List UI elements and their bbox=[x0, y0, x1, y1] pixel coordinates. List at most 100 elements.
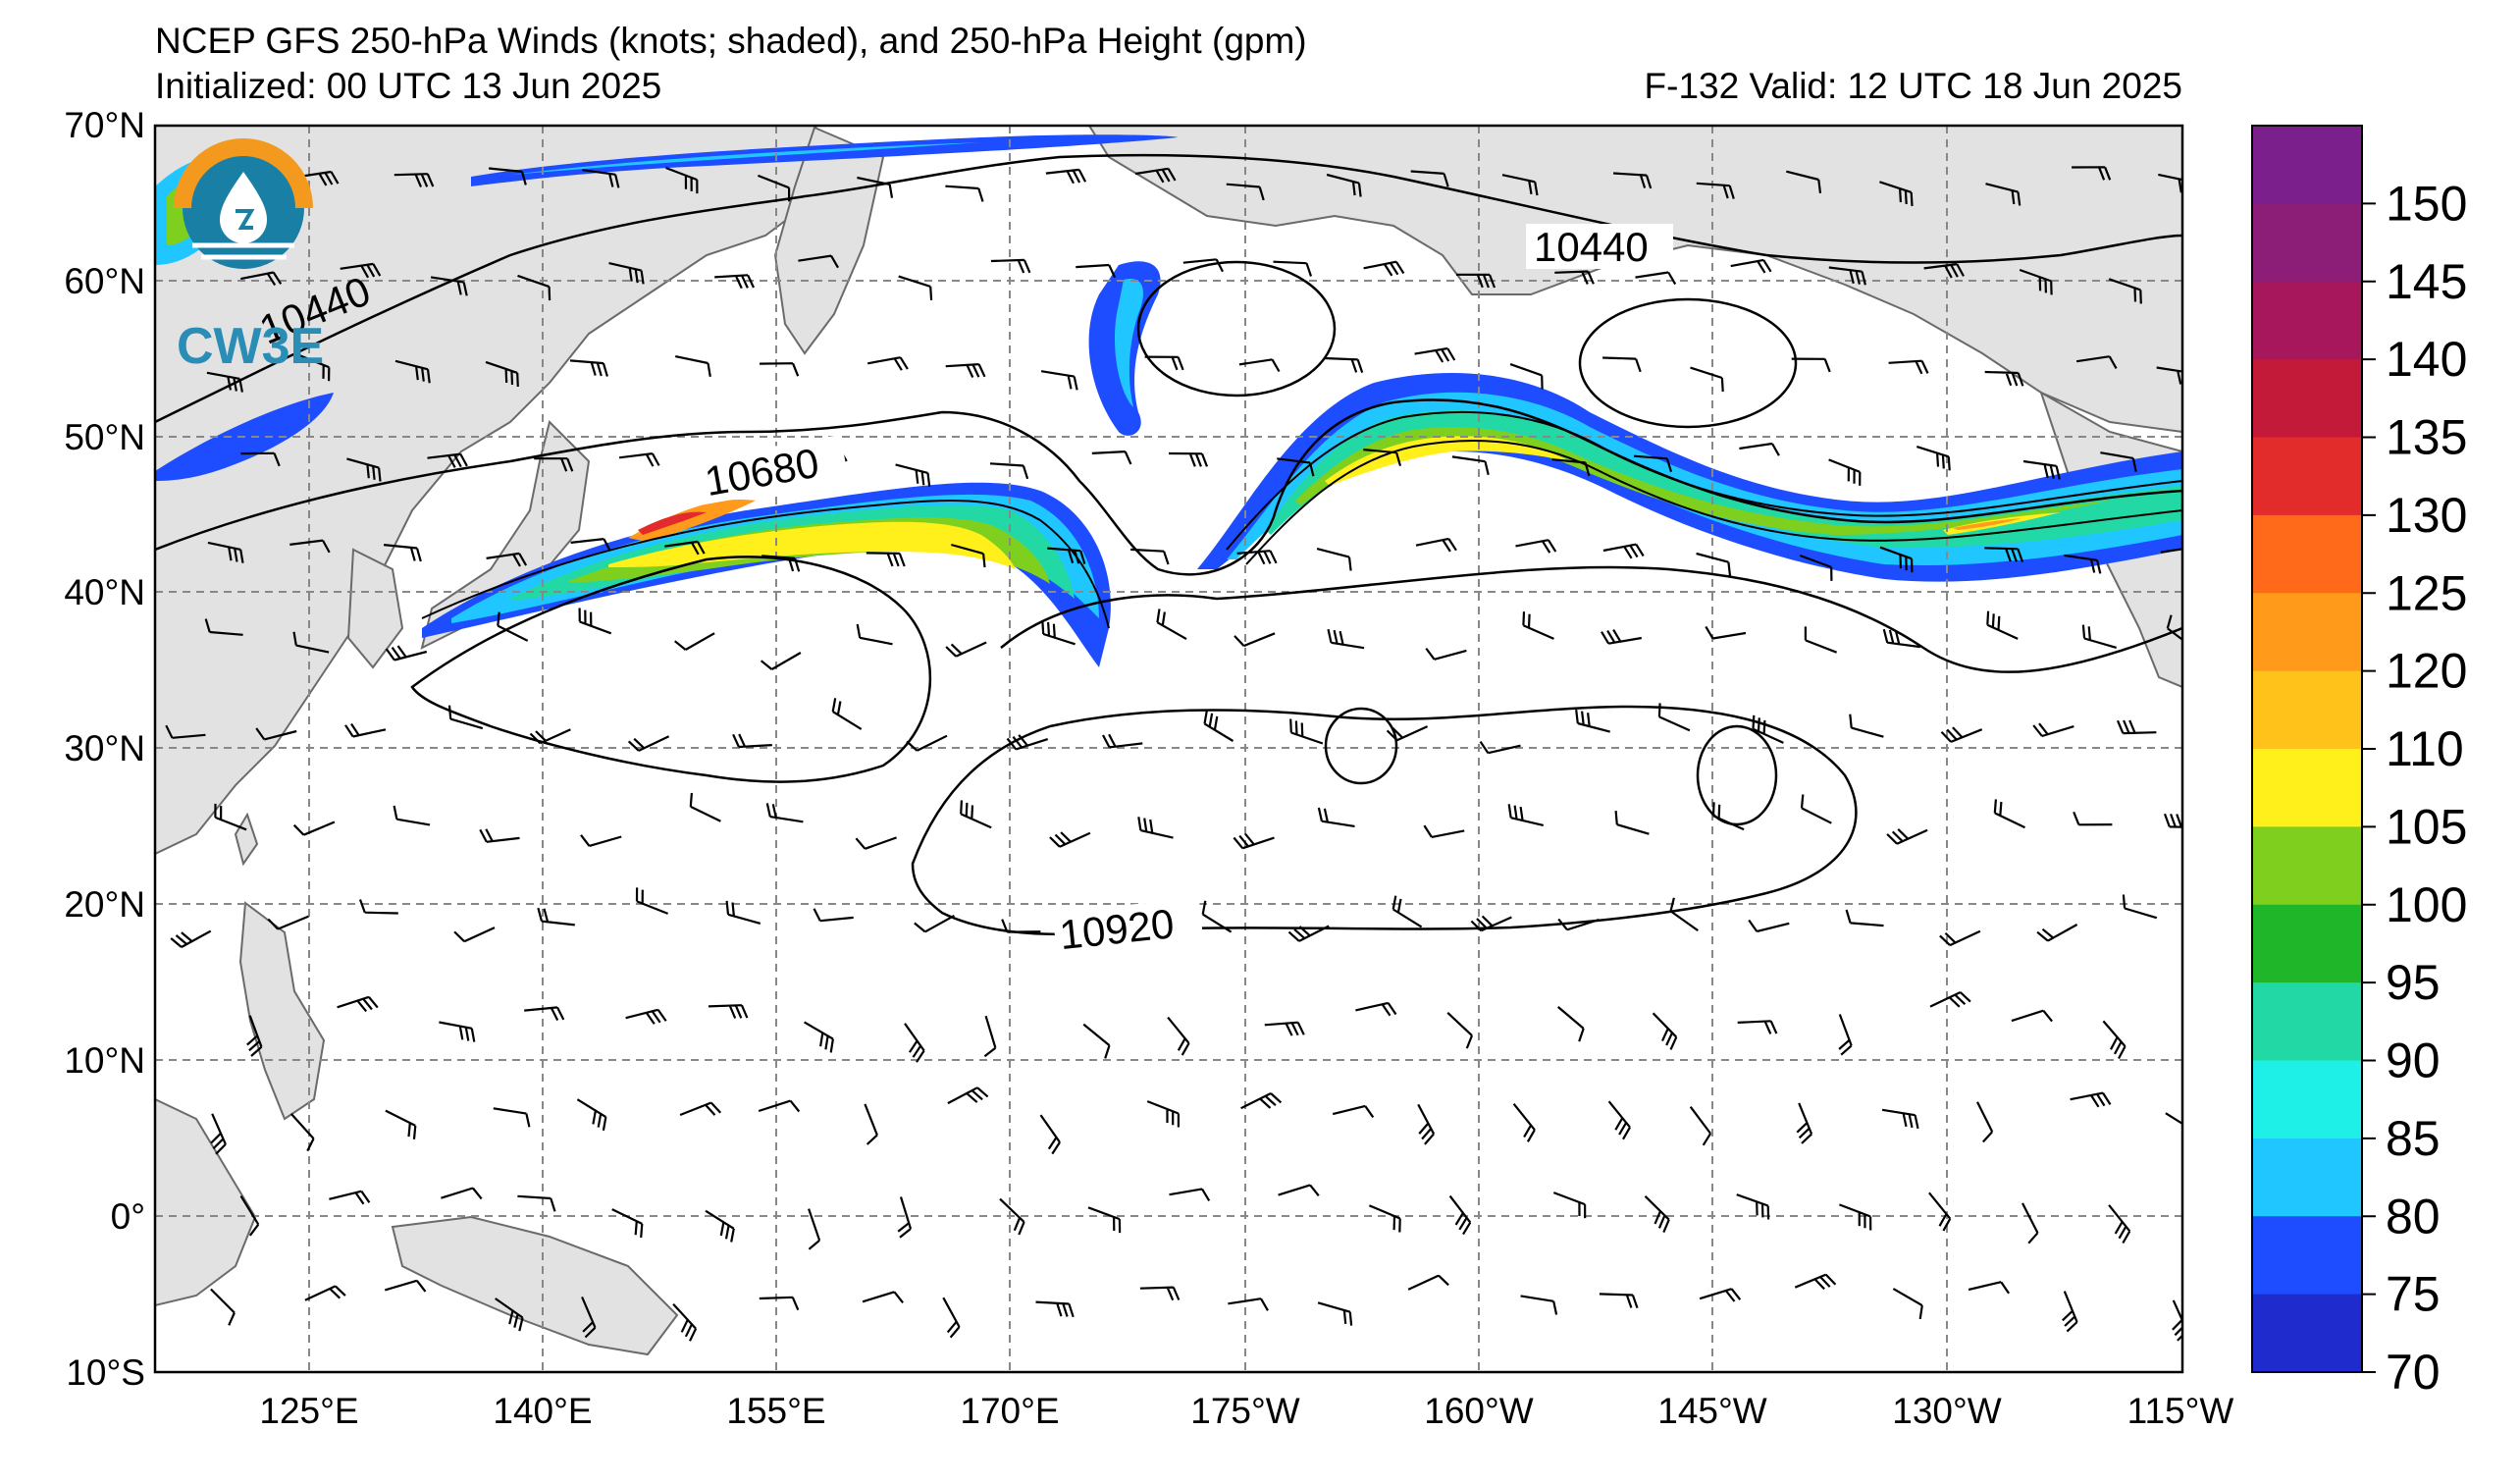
colorbar-swatch bbox=[2252, 670, 2362, 750]
wind-barb bbox=[1522, 611, 1554, 640]
wind-barb bbox=[608, 262, 645, 285]
cw3e-logo: CW3E bbox=[174, 138, 324, 375]
wind-barb bbox=[1363, 449, 1402, 467]
lon-label: 130°W bbox=[1892, 1391, 2002, 1431]
wind-barb bbox=[1087, 1206, 1122, 1234]
wind-barb bbox=[635, 887, 669, 915]
wind-barb bbox=[761, 555, 801, 572]
korea-land bbox=[346, 548, 404, 669]
wind-barb bbox=[618, 452, 660, 467]
wind-barb bbox=[1035, 1300, 1075, 1318]
wind-barb bbox=[383, 544, 422, 562]
wind-barb bbox=[1168, 451, 1209, 467]
wind-barb bbox=[1316, 548, 1352, 571]
wind-barb bbox=[1838, 1014, 1853, 1056]
wind-barb bbox=[2022, 459, 2061, 480]
colorbar-swatch bbox=[2252, 126, 2362, 204]
wind-barb bbox=[765, 803, 804, 823]
wind-barb bbox=[1556, 1006, 1585, 1042]
lat-label: 40°N bbox=[64, 572, 145, 612]
wind-barb bbox=[708, 1004, 749, 1019]
colorbar-tick-label: 120 bbox=[2386, 644, 2467, 699]
wind-barb bbox=[1049, 831, 1091, 848]
colorbar-tick-label: 105 bbox=[2386, 799, 2467, 854]
colorbar-tick-label: 135 bbox=[2386, 410, 2467, 465]
wind-barb bbox=[394, 359, 431, 384]
wind-barb bbox=[537, 907, 575, 927]
wind-barb bbox=[207, 541, 244, 563]
wind-barb bbox=[441, 1187, 483, 1200]
lon-label: 125°E bbox=[259, 1391, 358, 1431]
wind-barb bbox=[297, 353, 331, 382]
wind-barb bbox=[1575, 709, 1610, 733]
wind-barb bbox=[1739, 442, 1780, 456]
colorbar-swatch bbox=[2252, 359, 2362, 438]
wind-barb bbox=[2102, 1020, 2126, 1060]
wind-barb bbox=[914, 914, 955, 933]
wind-barb bbox=[165, 724, 206, 739]
wind-barb bbox=[495, 1298, 524, 1332]
colorbar-swatch bbox=[2252, 437, 2362, 516]
wind-barb bbox=[447, 705, 484, 730]
wind-barb bbox=[1226, 183, 1265, 201]
wind-barb bbox=[942, 1297, 961, 1339]
wind-barb bbox=[1791, 357, 1831, 373]
wind-barb bbox=[2156, 366, 2182, 385]
wind-barb bbox=[2160, 548, 2182, 554]
wind-barb bbox=[1228, 1298, 1269, 1311]
wind-barb bbox=[1985, 183, 2021, 206]
wind-barb bbox=[1699, 1288, 1742, 1302]
lon-label: 140°E bbox=[493, 1391, 592, 1431]
wind-barb bbox=[267, 915, 309, 930]
colorbar-swatch bbox=[2252, 904, 2362, 983]
wind-barb bbox=[1407, 1274, 1449, 1291]
wind-barb bbox=[855, 836, 897, 850]
wind-barb bbox=[1796, 1102, 1813, 1144]
wind-barb bbox=[1690, 366, 1724, 393]
wind-barb bbox=[384, 1279, 427, 1293]
wind-barb bbox=[689, 792, 721, 822]
wind-barb bbox=[292, 631, 330, 654]
wind-barb bbox=[1451, 455, 1490, 476]
wind-barb bbox=[856, 623, 893, 646]
wind-barb bbox=[1470, 915, 1512, 932]
wind-barb bbox=[714, 274, 755, 290]
wind-barb bbox=[1425, 647, 1467, 661]
wind-barb bbox=[206, 371, 243, 393]
wind-barb bbox=[1317, 807, 1355, 827]
wind-barb bbox=[1804, 626, 1837, 654]
wind-barb bbox=[867, 356, 909, 371]
wind-barb bbox=[2070, 1091, 2112, 1108]
colorbar-tick-label: 145 bbox=[2386, 254, 2467, 309]
wind-barb bbox=[2072, 166, 2112, 181]
wind-barb bbox=[1602, 356, 1642, 373]
wind-barb bbox=[344, 722, 387, 738]
wind-barb bbox=[1929, 991, 1971, 1008]
wind-barb bbox=[866, 552, 906, 567]
wind-barb bbox=[486, 552, 528, 567]
wind-barb bbox=[945, 185, 984, 202]
wind-barb bbox=[1182, 258, 1224, 273]
wind-barb bbox=[611, 1208, 644, 1238]
wind-barb bbox=[1414, 346, 1456, 363]
wind-barb bbox=[1557, 918, 1600, 931]
wind-barb bbox=[1201, 900, 1233, 933]
wind-barb bbox=[1696, 552, 1732, 576]
wind-barb bbox=[1602, 543, 1645, 559]
wind-barb bbox=[289, 539, 331, 554]
wind-barb bbox=[240, 271, 283, 287]
wind-barb bbox=[1264, 1021, 1305, 1036]
wind-barb bbox=[1415, 537, 1457, 553]
wind-barb bbox=[1993, 799, 2025, 829]
wind-barb bbox=[385, 1109, 417, 1139]
contour-label-10440: 10440 bbox=[1534, 224, 1649, 270]
wind-barb bbox=[1355, 1001, 1397, 1017]
wind-barb bbox=[951, 543, 986, 568]
wind-barb bbox=[1324, 356, 1364, 373]
wind-barb bbox=[493, 1107, 531, 1128]
wind-barb bbox=[569, 359, 608, 377]
wind-barb bbox=[808, 1208, 821, 1250]
wind-barb bbox=[1881, 1108, 1919, 1130]
wind-barb bbox=[1923, 263, 1965, 279]
